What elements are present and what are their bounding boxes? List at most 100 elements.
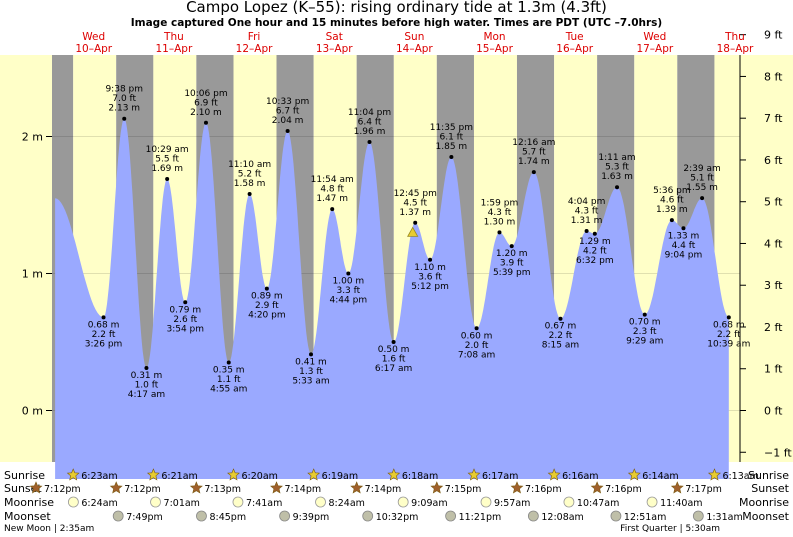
tide-label: 1.55 m — [686, 183, 718, 193]
moonrise-time: 7:41am — [246, 498, 282, 509]
right-tick-label: 9 ft — [764, 29, 783, 42]
tide-area — [55, 118, 729, 479]
right-tick-label: 4 ft — [764, 237, 783, 250]
tide-point — [309, 352, 314, 357]
moonrise-time: 6:24am — [81, 498, 117, 509]
moonset-time: 1:31am — [706, 512, 742, 523]
tide-label: 1:11 am — [598, 153, 635, 163]
current-level-marker — [407, 226, 419, 237]
tide-label: 8:15 am — [542, 341, 579, 351]
sunset-icon — [270, 481, 283, 494]
tide-label: 6.7 ft — [276, 107, 300, 117]
day-weekday: Tue — [565, 31, 584, 43]
moonrise-icon — [480, 496, 492, 508]
tide-label: 5.2 ft — [238, 170, 262, 180]
tide-point — [391, 340, 396, 344]
tide-label: 0.60 m — [461, 331, 493, 341]
tide-label: 1.58 m — [234, 179, 266, 189]
tide-point — [122, 116, 127, 121]
moonrise-time: 9:09am — [411, 498, 447, 509]
sunset-time: 7:14pm — [365, 484, 402, 495]
moonset-time: 7:49pm — [126, 512, 163, 523]
tide-label: 5.7 ft — [522, 148, 546, 158]
sunset-time: 7:14pm — [285, 484, 322, 495]
moonset-time: 10:32pm — [376, 512, 419, 523]
tide-label: 1.85 m — [436, 142, 468, 152]
tide-label: 1.69 m — [151, 164, 183, 174]
tide-point — [497, 230, 502, 235]
tide-label: 5.1 ft — [690, 174, 714, 184]
right-tick-label: −1 ft — [764, 446, 792, 459]
day-weekday: Sun — [404, 31, 424, 43]
sunset-time: 7:16pm — [525, 484, 562, 495]
sunset-icon — [510, 481, 524, 494]
sunrise-icon — [627, 468, 641, 481]
right-margin — [740, 55, 793, 462]
tide-label: 0.89 m — [251, 292, 283, 302]
sunrise-time: 6:16am — [562, 471, 598, 482]
tide-label: 4.5 ft — [403, 198, 427, 208]
tide-label: 5:33 am — [292, 376, 329, 386]
tide-label: 4.4 ft — [672, 241, 696, 251]
moonrise-icon — [232, 496, 244, 508]
tide-label: 2.6 ft — [173, 315, 197, 325]
tide-point — [509, 244, 514, 249]
left-margin — [0, 55, 52, 462]
tide-label: 9:38 pm — [105, 85, 143, 95]
tide-label: 0.31 m — [131, 371, 163, 381]
sunset-icon — [189, 481, 203, 494]
tide-label: 4.3 ft — [575, 207, 599, 217]
moonset-icon — [362, 510, 374, 522]
moonrise-time: 10:47am — [577, 498, 619, 509]
day-headers: Wed10–AprThu11–AprFri12–AprSat13–AprSun1… — [75, 31, 754, 55]
tide-label: 11:04 pm — [348, 108, 391, 118]
tide-label: 0.70 m — [629, 318, 661, 328]
sunset-time: 7:12pm — [44, 484, 81, 495]
tide-label: 12:45 pm — [394, 189, 437, 199]
day-date: 16–Apr — [556, 43, 593, 55]
tide-label: 6:32 pm — [576, 256, 614, 266]
day-weekday: Wed — [643, 31, 666, 43]
tide-label: 3.6 ft — [418, 272, 442, 282]
tide-point — [226, 360, 231, 365]
moon-phase-first-quarter: First Quarter | 5:30am — [620, 524, 720, 534]
day-date: 11–Apr — [156, 43, 193, 55]
day-date: 12–Apr — [236, 43, 273, 55]
tide-point — [449, 155, 454, 160]
sunrise-time: 6:13am — [722, 471, 758, 482]
moonset-icon — [279, 510, 291, 522]
moonrise-icon — [397, 496, 409, 508]
left-tick-label: 1 m — [22, 268, 43, 281]
right-tick-label: 5 ft — [764, 196, 783, 209]
sunrise-icon — [307, 468, 321, 481]
tide-label: 1.33 m — [668, 231, 700, 241]
tide-point — [264, 286, 269, 291]
day-weekday: Wed — [82, 31, 105, 43]
tide-point — [642, 312, 647, 317]
tide-label: 2.9 ft — [255, 301, 279, 311]
sunrise-icon — [66, 468, 80, 481]
sunrise-icon — [227, 468, 240, 481]
chart-subtitle: Image captured One hour and 15 minutes b… — [130, 17, 663, 29]
tide-label: 6.9 ft — [194, 98, 218, 108]
tide-point — [428, 257, 433, 262]
right-tick-label: 7 ft — [764, 112, 783, 125]
moonrise-time: 7:01am — [164, 498, 200, 509]
moonset-icon — [196, 510, 207, 522]
tide-point — [531, 170, 536, 175]
chart-title: Campo Lopez (K–55): rising ordinary tide… — [186, 0, 607, 16]
tide-label: 3.3 ft — [336, 286, 360, 296]
tide-extrema: 0.68 m2.2 ft3:26 pm9:38 pm7.0 ft2.13 m0.… — [85, 85, 751, 400]
tide-point — [726, 315, 731, 320]
moonrise-time: 9:57am — [494, 498, 530, 509]
tide-label: 2.2 ft — [549, 331, 573, 341]
tide-label: 1.74 m — [518, 157, 550, 167]
sunset-time: 7:16pm — [605, 484, 642, 495]
tide-label: 1.29 m — [579, 237, 611, 247]
tide-label: 2:39 am — [683, 164, 720, 174]
tide-label: 1.96 m — [354, 127, 386, 137]
axes: 0 m 1 m 2 m −1 ft 0 ft 1 ft 2 ft 3 ft 4 ft 5 ft 6 … — [22, 29, 792, 462]
sunset-icon — [350, 481, 364, 494]
tide-label: 0.67 m — [545, 322, 577, 332]
